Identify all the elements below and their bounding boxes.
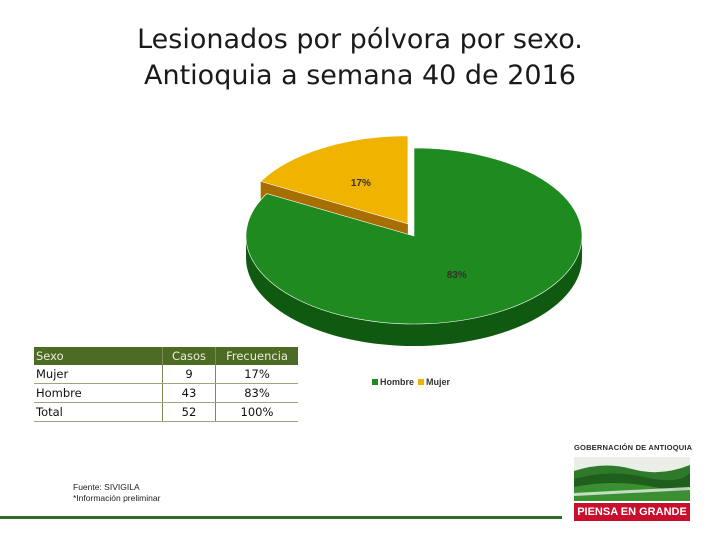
cell-sexo: Hombre	[34, 383, 163, 403]
table-row: Hombre 43 83%	[34, 383, 298, 403]
legend-swatch-mujer	[418, 379, 425, 385]
pie-label-hombre: 83%	[447, 270, 467, 281]
cases-table: Sexo Casos Frecuencia Mujer 9 17% Hombre…	[34, 347, 298, 422]
title-line-2: Antioquia a semana 40 de 2016	[144, 60, 576, 91]
legend-label-hombre: Hombre	[380, 377, 415, 387]
gobernacion-logo: GOBERNACIÓN DE ANTIOQUIA PIENSA EN GRAND…	[574, 443, 693, 521]
legend-swatch-hombre	[372, 379, 378, 385]
preliminary-note: *Información preliminar	[73, 493, 161, 503]
cell-frecuencia: 83%	[215, 383, 298, 403]
cell-frecuencia: 17%	[215, 365, 298, 384]
table-row: Mujer 9 17%	[34, 365, 298, 384]
legend-label-mujer: Mujer	[426, 377, 451, 387]
table-row: Total 52 100%	[34, 402, 298, 422]
chart-legend: Hombre Mujer	[372, 377, 450, 387]
pie-slice-mujer	[260, 135, 409, 225]
cell-sexo: Mujer	[34, 365, 163, 384]
cell-casos: 9	[162, 365, 216, 384]
legend-item-hombre: Hombre	[372, 377, 414, 387]
pie-label-mujer: 17%	[351, 178, 371, 189]
cell-casos: 43	[162, 383, 216, 403]
cell-casos: 52	[162, 402, 216, 422]
logo-slogan: PIENSA EN GRANDE	[574, 503, 690, 521]
cell-sexo: Total	[34, 402, 163, 422]
footer-divider	[0, 516, 562, 519]
source-line: Fuente: SIVIGILA	[73, 482, 140, 492]
pie-slice-hombre	[245, 147, 583, 325]
cell-frecuencia: 100%	[215, 402, 298, 422]
header-sexo: Sexo	[34, 347, 163, 365]
slide-title: Lesionados por pólvora por sexo. Antioqu…	[0, 22, 720, 94]
logo-landscape-icon	[574, 457, 690, 501]
table-header-row: Sexo Casos Frecuencia	[34, 347, 298, 365]
pie-side-hombre	[246, 236, 582, 346]
title-line-1: Lesionados por pólvora por sexo.	[137, 24, 583, 55]
header-frecuencia: Frecuencia	[215, 347, 298, 365]
logo-org-name: GOBERNACIÓN DE ANTIOQUIA	[574, 443, 693, 452]
header-casos: Casos	[162, 347, 216, 365]
pie-chart: 83% 17%	[245, 135, 583, 346]
legend-item-mujer: Mujer	[418, 377, 450, 387]
source-note: Fuente: SIVIGILA *Información preliminar	[73, 482, 160, 504]
